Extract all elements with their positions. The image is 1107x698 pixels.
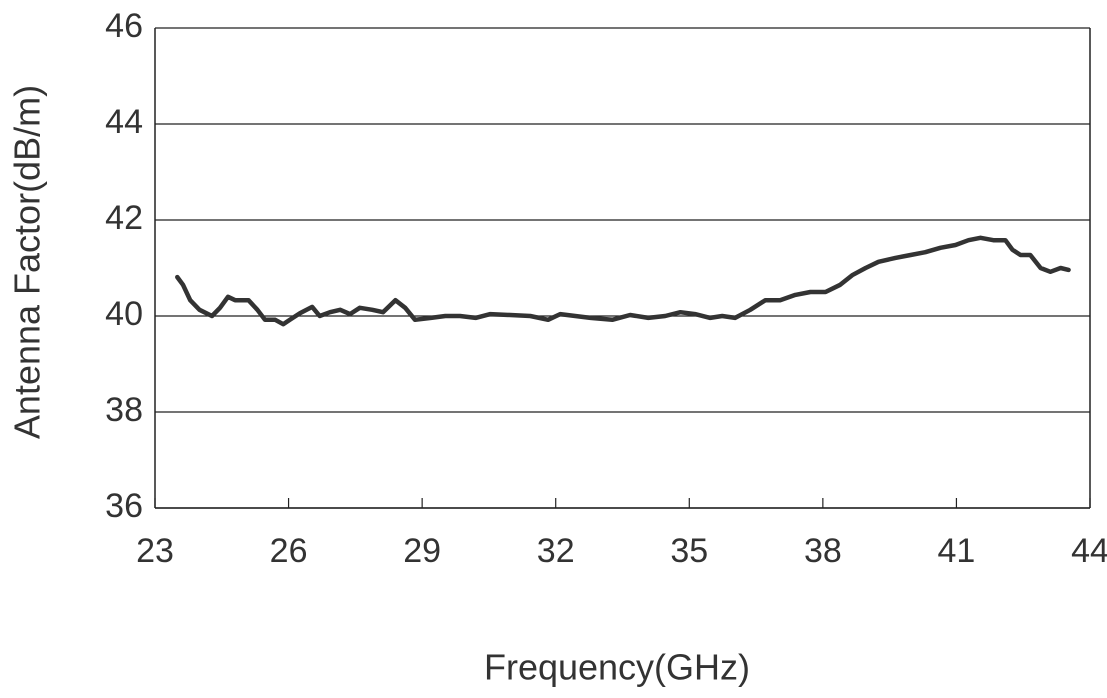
y-tick-label: 36: [105, 487, 143, 525]
x-tick-label: 44: [1071, 532, 1107, 570]
x-tick-label: 38: [804, 532, 842, 570]
x-tick-label: 29: [403, 532, 441, 570]
y-tick-label: 44: [105, 103, 143, 141]
y-tick-label: 40: [105, 295, 143, 333]
y-axis-label: Antenna Factor(dB/m): [7, 85, 48, 439]
x-tick-label: 32: [537, 532, 575, 570]
y-tick-label: 42: [105, 199, 143, 237]
y-tick-label: 38: [105, 391, 143, 429]
x-tick-label: 23: [136, 532, 174, 570]
x-tick-label: 41: [938, 532, 976, 570]
x-tick-label: 26: [270, 532, 308, 570]
x-tick-label: 35: [670, 532, 708, 570]
x-axis-label: Frequency(GHz): [484, 647, 750, 688]
line: [175, 235, 1071, 327]
y-tick-label: 46: [105, 7, 143, 45]
